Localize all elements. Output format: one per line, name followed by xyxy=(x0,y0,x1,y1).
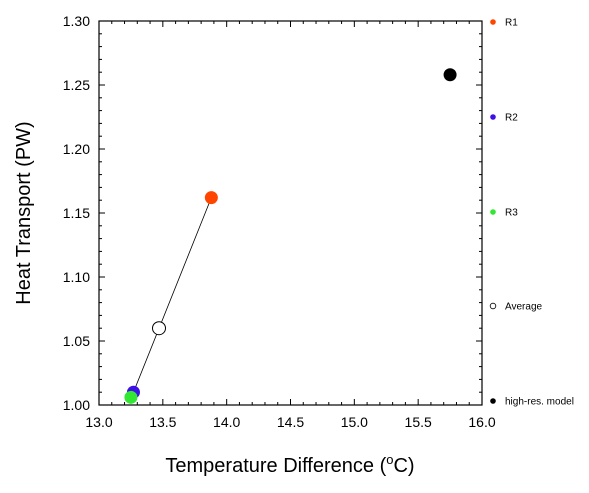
legend-marker-average xyxy=(489,302,497,310)
legend: R1 R2 R3 Average high-res. model xyxy=(489,18,574,408)
x-tick-label: 15.5 xyxy=(405,414,432,430)
legend-label-high-res-model: high-res. model xyxy=(505,397,574,408)
x-tick-label: 15.0 xyxy=(341,414,368,430)
legend-label-r2: R2 xyxy=(505,113,518,124)
x-tick-label: 13.0 xyxy=(85,414,112,430)
y-tick-label: 1.20 xyxy=(63,141,90,157)
legend-label-r3: R3 xyxy=(505,208,518,219)
x-tick-label: 14.0 xyxy=(213,414,240,430)
ticks-layer: 13.0 13.5 14.0 14.5 15.0 15.5 16.0 1.00 1.05 1.10… xyxy=(63,13,496,430)
y-tick-label: 1.00 xyxy=(63,397,90,413)
connector-line-layer xyxy=(133,197,212,393)
legend-marker-r1 xyxy=(490,19,496,25)
data-point-r3 xyxy=(124,390,138,404)
legend-label-r1: R1 xyxy=(505,18,518,29)
y-axis-title: Heat Transport (PW) xyxy=(13,121,35,304)
y-tick-label: 1.25 xyxy=(63,77,90,93)
legend-marker-high-res-model xyxy=(490,398,496,404)
y-tick-label: 1.10 xyxy=(63,269,90,285)
y-tick-label: 1.30 xyxy=(63,13,90,29)
connector-line xyxy=(133,197,212,393)
points-layer xyxy=(124,68,457,404)
x-tick-label: 14.5 xyxy=(277,414,304,430)
x-tick-label: 16.0 xyxy=(468,414,495,430)
x-axis-title: Temperature Difference (oC) xyxy=(165,452,414,477)
legend-label-average: Average xyxy=(505,302,543,313)
plot-frame xyxy=(98,20,483,406)
data-point-high-res-model xyxy=(443,68,457,82)
degree-superscript: o xyxy=(386,452,393,467)
legend-marker-r2 xyxy=(490,114,496,120)
y-tick-label: 1.15 xyxy=(63,205,90,221)
y-tick-label: 1.05 xyxy=(63,333,90,349)
legend-marker-r3 xyxy=(490,209,496,215)
x-tick-label: 13.5 xyxy=(149,414,176,430)
data-point-average xyxy=(152,321,167,336)
data-point-r1 xyxy=(204,191,218,205)
